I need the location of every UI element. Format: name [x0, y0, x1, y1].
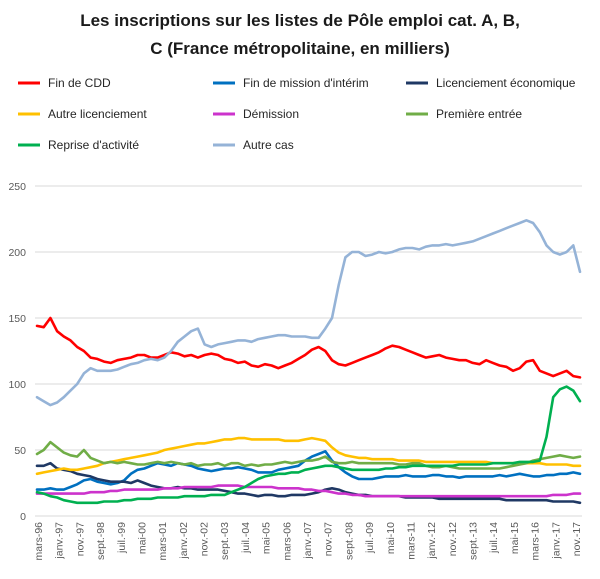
series-line-premiere-entree — [35, 440, 582, 470]
x-tick-label: janv.-02 — [178, 522, 190, 560]
x-tick-label: juil.-99 — [116, 522, 128, 554]
y-tick-label: 100 — [8, 379, 26, 391]
series-line-fin-de-cdd — [35, 316, 582, 379]
chart-title-line-2: C (France métropolitaine, en milliers) — [150, 39, 449, 58]
x-tick-label: mai-10 — [385, 522, 397, 554]
x-tick-label: mai-00 — [136, 522, 148, 554]
x-tick-label: mai-05 — [261, 522, 273, 554]
x-tick-label: janv.-97 — [54, 522, 66, 560]
x-tick-label: mars-06 — [281, 522, 293, 561]
series-line-autre-cas — [35, 219, 582, 407]
chart-title-line-1: Les inscriptions sur les listes de Pôle … — [80, 11, 520, 30]
x-tick-label: sept.-98 — [95, 522, 107, 560]
x-tick-label: nov.-12 — [447, 522, 459, 556]
x-tick-label: mars-11 — [405, 522, 417, 560]
y-axis: 0 50 100 150 200 250 — [8, 181, 26, 523]
x-tick-label: janv.-07 — [302, 522, 314, 560]
x-tick-label: janv.-17 — [550, 522, 562, 560]
legend-autre-licenciement-label: Autre licenciement — [48, 107, 147, 121]
legend-licenciement-economique-label: Licenciement économique — [436, 76, 576, 90]
series-line-demission — [35, 484, 582, 498]
x-tick-label: sept.-03 — [219, 522, 231, 560]
x-tick-label: sept.-13 — [468, 522, 480, 560]
x-tick-label: juil.-09 — [364, 522, 376, 554]
y-tick-label: 0 — [20, 511, 26, 523]
plot-area — [35, 219, 582, 505]
legend-fin-de-mission-d-interim-label: Fin de mission d'intérim — [243, 76, 369, 90]
x-tick-label: juil.-14 — [488, 522, 500, 554]
legend: Fin de CDD Fin de mission d'intérim Licenc… — [18, 76, 576, 152]
x-tick-label: janv.-12 — [426, 522, 438, 560]
legend-fin-de-cdd-label: Fin de CDD — [48, 76, 111, 90]
series-line-reprise-d-activite — [35, 385, 582, 505]
series-line-fin-de-mission-d-interim — [35, 449, 582, 491]
x-tick-label: nov.-17 — [571, 522, 583, 556]
x-tick-label: mai-15 — [509, 522, 521, 554]
y-tick-label: 200 — [8, 247, 26, 259]
legend-autre-cas-label: Autre cas — [243, 138, 294, 152]
x-tick-label: sept.-08 — [343, 522, 355, 560]
y-tick-label: 150 — [8, 313, 26, 325]
x-tick-label: nov.-07 — [323, 522, 335, 556]
y-tick-label: 50 — [14, 445, 26, 457]
x-tick-label: mars-16 — [530, 522, 542, 561]
series-line-licenciement-economique — [35, 461, 582, 505]
x-tick-label: juil.-04 — [240, 522, 252, 554]
legend-reprise-d-activite-label: Reprise d'activité — [48, 138, 139, 152]
grid — [35, 185, 582, 517]
x-axis: mars-96 janv.-97 nov.-97 sept.-98 juil.-99 ma… — [33, 522, 583, 561]
legend-premiere-entree-label: Première entrée — [436, 107, 522, 121]
x-tick-label: nov.-02 — [199, 522, 211, 556]
legend-demission-label: Démission — [243, 107, 299, 121]
y-tick-label: 250 — [8, 181, 26, 193]
x-tick-label: mars-01 — [157, 522, 169, 561]
x-tick-label: mars-96 — [33, 522, 45, 561]
x-tick-label: nov.-97 — [74, 522, 86, 556]
